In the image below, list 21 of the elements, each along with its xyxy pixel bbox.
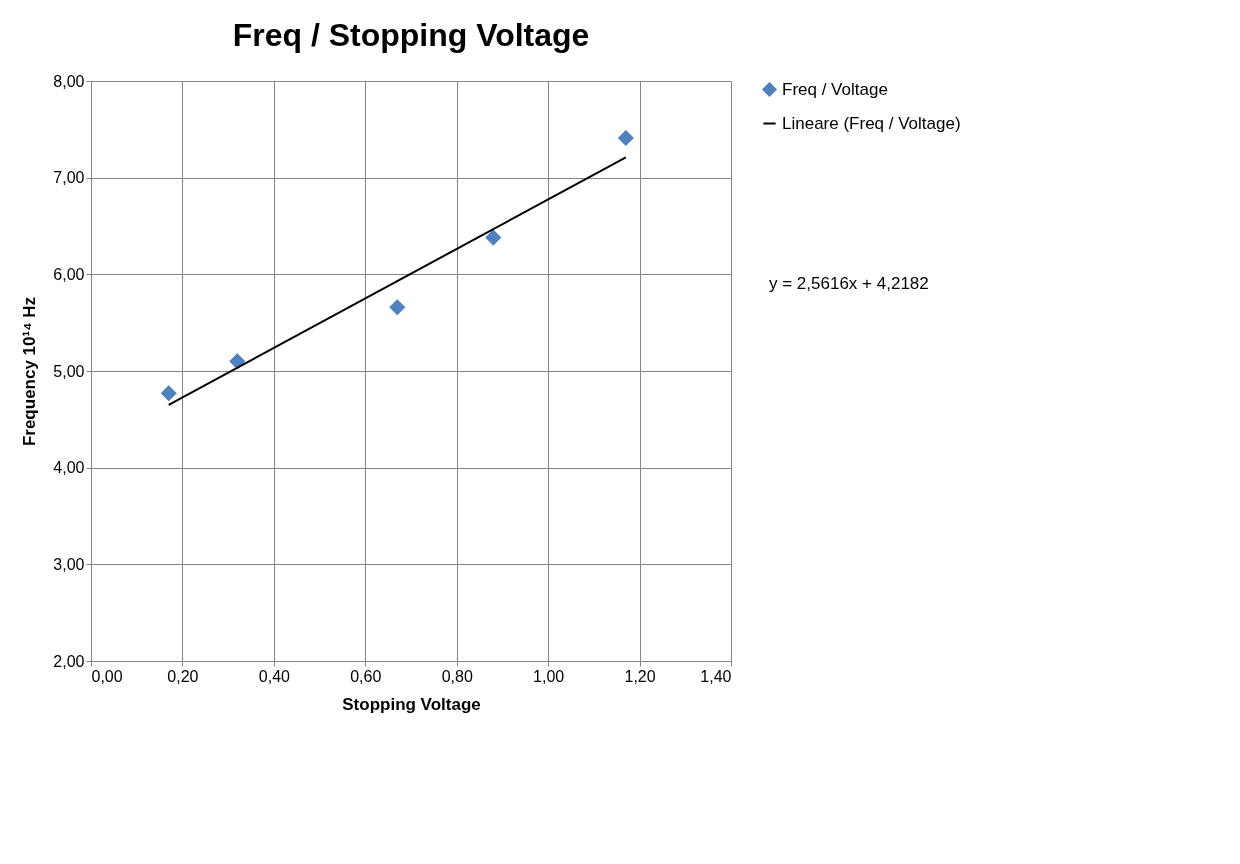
x-tick-label: 0,00 — [91, 667, 123, 685]
chart-title: Freq / Stopping Voltage — [232, 17, 590, 53]
y-axis-title: Frequency 10¹⁴ Hz — [20, 296, 40, 447]
y-tick-label: 7,00 — [53, 169, 85, 187]
legend-label: Lineare (Freq / Voltage) — [782, 113, 961, 133]
x-tick-label: 1,00 — [533, 667, 565, 685]
y-tick-label: 3,00 — [53, 555, 85, 573]
x-tick-label: 0,60 — [350, 667, 382, 685]
legend-label: Freq / Voltage — [782, 79, 888, 99]
text: y = 2,5616x + 4,2182 — [769, 274, 929, 293]
x-tick-label: 1,20 — [624, 667, 656, 685]
x-tick-label: 1,40 — [700, 667, 732, 685]
y-tick-label: 4,00 — [53, 459, 85, 477]
x-axis-title: Stopping Voltage — [342, 694, 481, 714]
x-tick-label: 0,20 — [167, 667, 199, 685]
y-tick-label: 5,00 — [53, 362, 85, 380]
x-tick-label: 0,80 — [441, 667, 473, 685]
y-tick-label: 6,00 — [53, 265, 85, 283]
y-tick-label: 8,00 — [53, 72, 85, 90]
x-tick-label: 0,40 — [258, 667, 291, 685]
y-tick-label: 2,00 — [53, 652, 85, 670]
